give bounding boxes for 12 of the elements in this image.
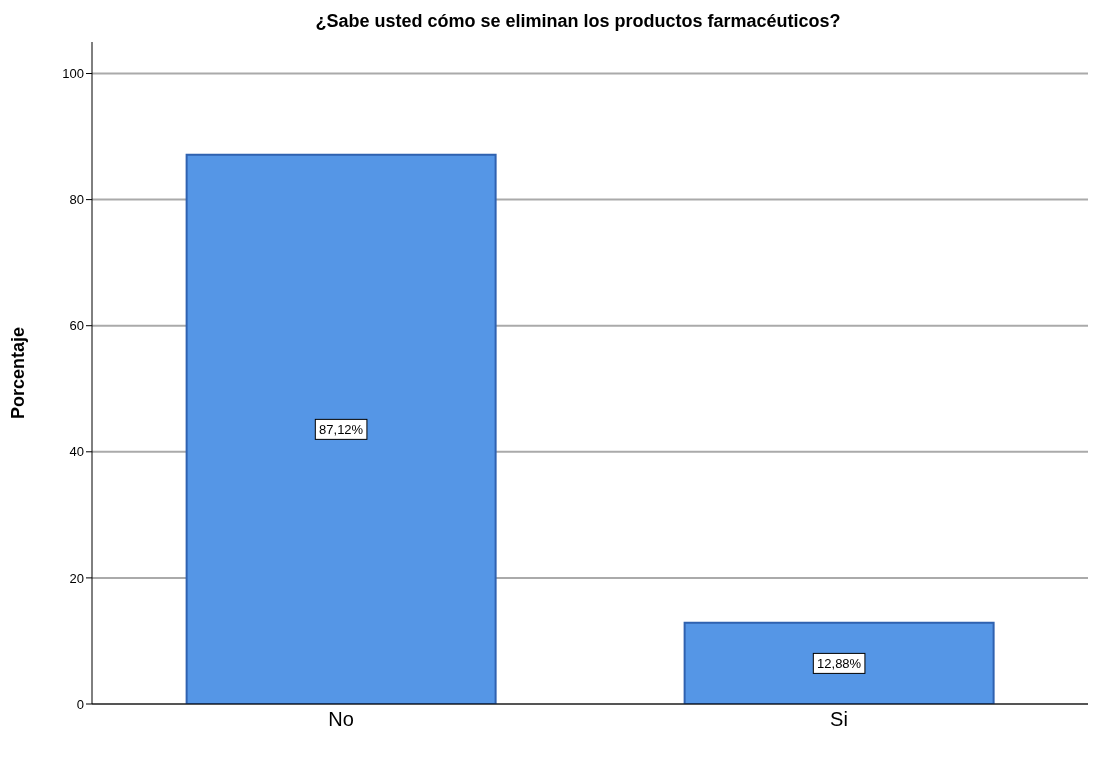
y-tick-label: 20 — [69, 570, 84, 586]
y-tick-label: 40 — [69, 444, 84, 460]
x-tick-label: Si — [830, 708, 848, 731]
y-tick-label: 60 — [69, 318, 84, 334]
data-label: 12,88% — [817, 656, 862, 672]
data-label: 87,12% — [319, 422, 364, 438]
y-tick-label: 0 — [76, 696, 84, 712]
y-tick-label: 100 — [62, 66, 84, 82]
y-tick-label: 80 — [69, 192, 84, 208]
chart-title: ¿Sabe usted cómo se eliminan los productos farmacéuticos? — [314, 10, 842, 33]
x-tick-label: No — [328, 708, 354, 731]
y-axis-title: Porcentaje — [8, 326, 29, 420]
